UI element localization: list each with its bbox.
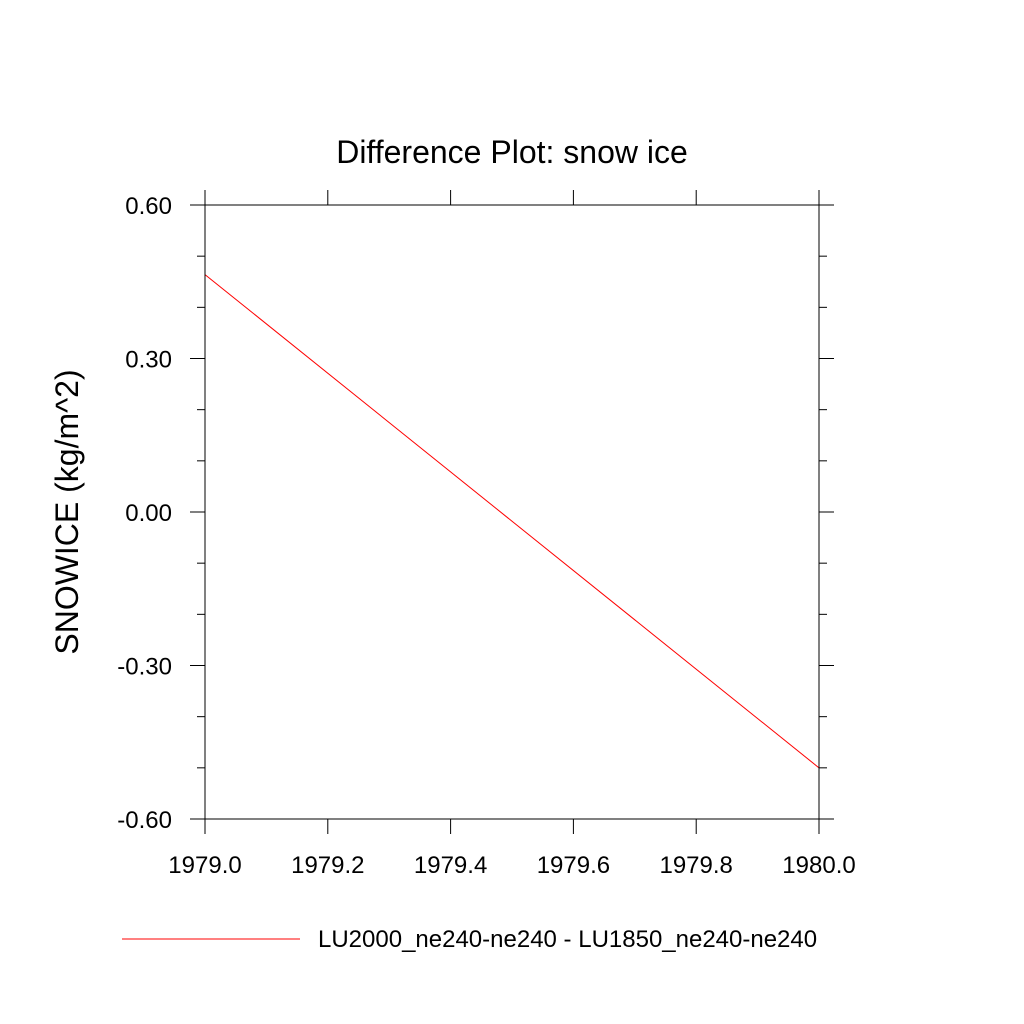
x-tick-label: 1979.0 bbox=[168, 852, 241, 879]
y-tick-label: -0.30 bbox=[117, 654, 172, 681]
y-tick-label: -0.60 bbox=[117, 807, 172, 834]
plot-frame bbox=[204, 204, 820, 820]
legend: LU2000_ne240-ne240 - LU1850_ne240-ne240 bbox=[122, 926, 817, 953]
y-axis-ticks: 0.60 0.30 0.00 -0.30 -0.60 bbox=[117, 193, 834, 834]
x-tick-label: 1979.2 bbox=[291, 852, 364, 879]
y-tick-label: 0.30 bbox=[125, 347, 172, 374]
chart-title: Difference Plot: snow ice bbox=[336, 134, 688, 170]
y-tick-label: 0.60 bbox=[125, 193, 172, 220]
x-tick-label: 1979.8 bbox=[659, 852, 732, 879]
y-axis-label: SNOWICE (kg/m^2) bbox=[49, 369, 85, 654]
x-tick-label: 1979.4 bbox=[414, 852, 487, 879]
x-axis-ticks: 1979.0 1979.2 1979.4 1979.6 1979.8 1980.0 bbox=[168, 190, 856, 879]
series-line bbox=[204, 274, 820, 769]
y-tick-label: 0.00 bbox=[125, 500, 172, 527]
series-layer bbox=[204, 274, 820, 769]
x-tick-label: 1980.0 bbox=[782, 852, 855, 879]
legend-series-label: LU2000_ne240-ne240 - LU1850_ne240-ne240 bbox=[318, 926, 817, 953]
x-tick-label: 1979.6 bbox=[537, 852, 610, 879]
